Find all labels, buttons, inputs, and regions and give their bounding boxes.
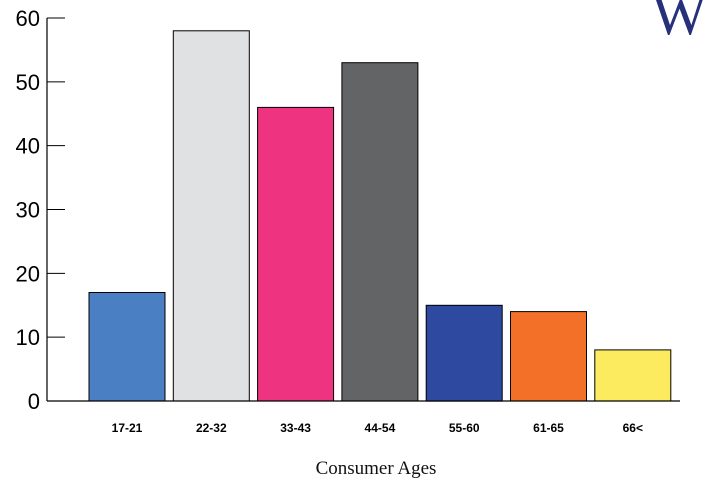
axes-group [46,17,680,402]
y-tick-label: 10 [16,325,40,350]
x-category-label: 22-32 [196,421,227,435]
bars-group [88,30,672,402]
x-category-labels: 17-21 22-32 33-43 44-54 55-60 61-65 66< [112,421,643,435]
x-category-label: 66< [623,421,643,435]
bar-55-60 [425,304,503,402]
y-tick-labels: 0 10 20 30 40 50 60 [16,6,40,414]
x-axis-title: Consumer Ages [316,458,437,479]
bar-17-21 [88,292,166,402]
y-tick-label: 50 [16,70,40,95]
x-category-label: 17-21 [112,421,143,435]
y-tick-label: 20 [16,261,40,286]
y-tick-label: 40 [16,134,40,159]
logo-letter: W [652,0,706,47]
x-category-label: 33-43 [280,421,311,435]
bar-44-54 [341,62,419,402]
brand-logo-mark: W [652,0,706,47]
y-tick-label: 30 [16,198,40,223]
x-category-label: 55-60 [449,421,480,435]
bar-22-32 [172,30,250,402]
bar-61-65 [510,311,587,402]
x-category-label: 61-65 [533,421,564,435]
x-category-label: 44-54 [365,421,396,435]
bar-66< [594,349,672,402]
bar-33-43 [257,106,335,402]
y-tick-label: 60 [16,6,40,31]
y-tick-label: 0 [28,389,40,414]
